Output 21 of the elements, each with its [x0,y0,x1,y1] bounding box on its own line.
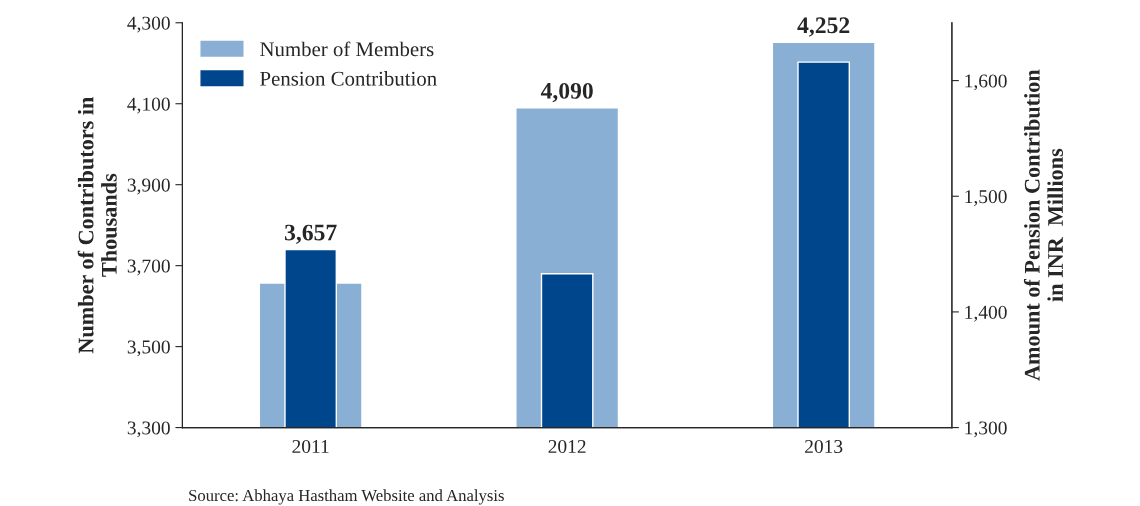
y2-tick-label: 1,500 [965,190,1007,206]
y-tick-label: 3,900 [127,178,170,195]
y2-tick-label: 1,300 [965,421,1007,438]
x-tick-label: 2012 [548,439,586,454]
x-tick-label: 2011 [292,439,329,454]
y-tick-label: 4,100 [127,97,170,114]
y-axis-title: Number of Contributors in Thousands [77,96,117,354]
y2-axis-title: Amount of Pension Contribution in INR Millions [1023,69,1063,381]
x-tick-label: 2013 [805,439,843,454]
y2-tick-label: 1,400 [965,305,1007,322]
y-tick-label: 4,300 [127,16,170,33]
data-label: 3,657 [284,224,337,244]
y-tick-label: 3,300 [127,421,170,438]
data-label: 4,090 [540,82,593,103]
y-tick-label: 3,700 [127,259,170,276]
data-label: 4,252 [797,17,850,37]
y-tick-label: 3,500 [127,340,170,357]
legend-label: Pension Contribution [260,71,437,86]
legend-label: Number of Members [260,41,434,57]
source-note: Source: Abhaya Hastham Website and Analysis [189,489,504,505]
y2-tick-label: 1,600 [965,74,1007,91]
